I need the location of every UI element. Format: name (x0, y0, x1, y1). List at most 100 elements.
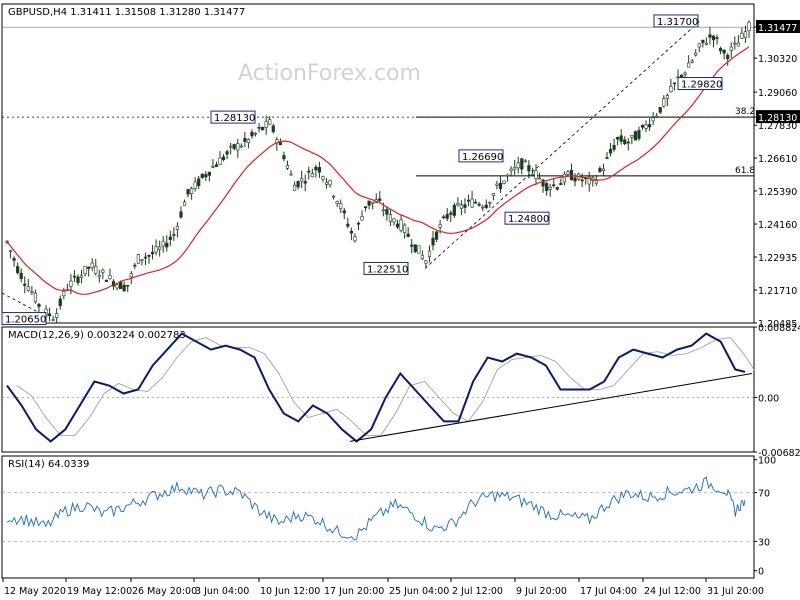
candle (140, 259, 144, 266)
candle-body (23, 283, 27, 286)
candle (310, 168, 314, 178)
candle-body (218, 157, 222, 165)
pivot-label-text: 1.28130 (214, 113, 255, 124)
candle (477, 202, 481, 207)
candle-body (630, 134, 634, 138)
candle (598, 166, 602, 173)
candle (449, 210, 453, 222)
candle-body (395, 223, 400, 228)
candle (232, 143, 236, 151)
candle (214, 161, 219, 167)
x-tick-label: 25 Jun 04:00 (389, 586, 449, 597)
candle (229, 142, 233, 155)
candle-body (747, 21, 751, 31)
candle (253, 132, 258, 137)
candle-body (172, 234, 176, 236)
candle (743, 25, 748, 43)
candle (569, 163, 574, 181)
candle (683, 71, 687, 77)
x-tick-label: 17 Jul 04:00 (580, 586, 637, 597)
candle-body (243, 137, 247, 142)
candle-body (193, 181, 197, 189)
candle-body (221, 156, 226, 160)
candle-body (513, 166, 517, 170)
candle (30, 285, 34, 296)
candle-body (19, 272, 23, 279)
candle (76, 274, 80, 286)
candle-body (466, 199, 471, 202)
candle-body (718, 48, 723, 52)
candle (704, 37, 708, 46)
candle-body (16, 266, 20, 274)
candle (484, 199, 488, 210)
candle-body (289, 173, 293, 176)
candle-body (271, 125, 275, 132)
candle (442, 214, 446, 220)
candle-body (697, 43, 701, 48)
candle-body (722, 49, 726, 54)
candle-body (619, 135, 623, 142)
candle (335, 200, 339, 208)
candle-body (168, 236, 172, 240)
candle-body (161, 240, 165, 247)
candle (431, 230, 435, 251)
candle-body (179, 211, 183, 218)
candle (87, 266, 91, 277)
candle (172, 227, 176, 241)
x-tick-label: 10 Jun 12:00 (260, 586, 320, 597)
candle (271, 123, 275, 134)
candle-body (605, 157, 609, 159)
candle (488, 201, 492, 208)
candle-body (317, 167, 322, 173)
candle-body (672, 82, 677, 85)
candle (378, 191, 382, 203)
candle (523, 158, 527, 163)
candle (385, 206, 389, 221)
candle (371, 201, 375, 210)
candle (296, 180, 300, 190)
candle (640, 124, 645, 130)
candle-body (310, 173, 314, 178)
candle (72, 270, 77, 283)
candle-body (527, 165, 531, 172)
candle (136, 253, 140, 264)
candle-body (644, 124, 648, 129)
candle-body (491, 193, 495, 196)
candle-body (498, 183, 503, 189)
candle (552, 178, 556, 188)
macd-tick-label: -0.006825 (758, 448, 800, 459)
candle (211, 159, 215, 169)
rsi-tick-label: 70 (758, 489, 770, 500)
candle (353, 233, 357, 243)
candle (204, 171, 208, 182)
candle (559, 178, 563, 186)
price-tick-label: 1.28130 (758, 113, 797, 124)
candle (158, 240, 162, 257)
price-tick-label: 1.25390 (758, 187, 797, 198)
rsi-tick-label: 100 (758, 456, 776, 467)
candle (474, 199, 478, 204)
candle (566, 170, 570, 176)
candle-body (314, 166, 318, 171)
pivot-label-text: 1.24800 (508, 214, 549, 225)
pivot-label: 1.24800 (504, 211, 550, 225)
candle (8, 249, 13, 259)
candle (417, 245, 421, 254)
candle (697, 43, 701, 53)
candle-body (403, 224, 407, 233)
pivot-label-text: 1.31700 (657, 17, 698, 28)
candle-body (342, 210, 346, 214)
candle-body (33, 292, 38, 303)
candle (317, 161, 322, 178)
candle (434, 230, 439, 243)
pivot-label-text: 1.26690 (462, 152, 503, 163)
candle (495, 180, 499, 190)
price-tick-label: 1.27830 (758, 121, 797, 132)
candle (410, 238, 414, 254)
candle-body (143, 256, 148, 259)
candle (197, 175, 201, 190)
candle (630, 134, 634, 145)
candle-body (548, 186, 552, 190)
candle-body (300, 178, 304, 182)
candle (427, 245, 432, 263)
